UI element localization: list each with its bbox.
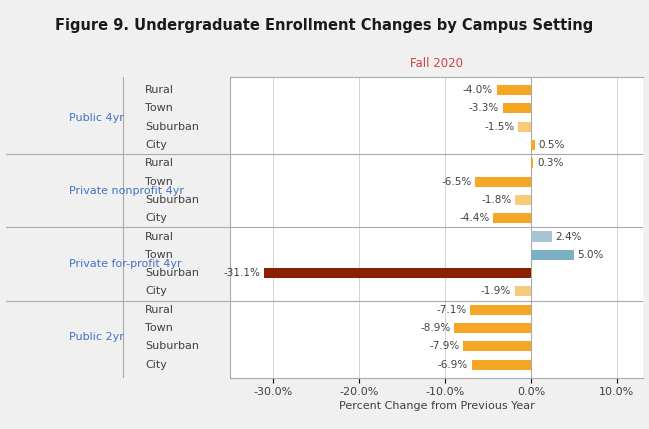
Text: City: City <box>145 360 167 370</box>
Bar <box>470 305 531 315</box>
Text: -7.1%: -7.1% <box>436 305 467 315</box>
Bar <box>502 103 531 113</box>
Text: -31.1%: -31.1% <box>223 268 260 278</box>
Text: Town: Town <box>145 323 173 333</box>
Text: 0.5%: 0.5% <box>539 140 565 150</box>
Text: City: City <box>145 140 167 150</box>
Text: Town: Town <box>145 177 173 187</box>
Text: Fall 2020: Fall 2020 <box>410 57 463 70</box>
Text: Town: Town <box>145 250 173 260</box>
Text: -4.0%: -4.0% <box>463 85 493 95</box>
Bar <box>531 140 535 150</box>
Text: -1.9%: -1.9% <box>481 287 511 296</box>
Text: Figure 9. Undergraduate Enrollment Changes by Campus Setting: Figure 9. Undergraduate Enrollment Chang… <box>55 18 594 33</box>
Bar <box>493 213 531 223</box>
Text: Rural: Rural <box>145 85 175 95</box>
Text: -6.9%: -6.9% <box>438 360 468 370</box>
Text: -8.9%: -8.9% <box>421 323 451 333</box>
Text: City: City <box>145 287 167 296</box>
Text: Suburban: Suburban <box>145 341 199 351</box>
Text: -3.3%: -3.3% <box>469 103 499 113</box>
Bar <box>496 85 531 95</box>
Text: -1.8%: -1.8% <box>482 195 512 205</box>
X-axis label: Percent Change from Previous Year: Percent Change from Previous Year <box>339 402 534 411</box>
Text: Private nonprofit 4yr: Private nonprofit 4yr <box>69 186 184 196</box>
Bar <box>463 341 531 351</box>
Text: -6.5%: -6.5% <box>441 177 472 187</box>
Text: Suburban: Suburban <box>145 122 199 132</box>
Text: -4.4%: -4.4% <box>459 213 490 223</box>
Bar <box>475 177 531 187</box>
Bar <box>515 195 531 205</box>
Text: 0.3%: 0.3% <box>537 158 563 168</box>
Text: Public 2yr: Public 2yr <box>69 332 124 342</box>
Text: -7.9%: -7.9% <box>430 341 459 351</box>
Text: Rural: Rural <box>145 232 175 242</box>
Bar <box>531 232 552 242</box>
Bar <box>531 250 574 260</box>
Text: Town: Town <box>145 103 173 113</box>
Text: 5.0%: 5.0% <box>577 250 604 260</box>
Bar <box>518 122 531 132</box>
Text: Rural: Rural <box>145 305 175 315</box>
Bar <box>454 323 531 333</box>
Text: Rural: Rural <box>145 158 175 168</box>
Text: -1.5%: -1.5% <box>484 122 515 132</box>
Text: Private for-profit 4yr: Private for-profit 4yr <box>69 259 182 269</box>
Text: Public 4yr: Public 4yr <box>69 112 124 123</box>
Text: 2.4%: 2.4% <box>555 232 582 242</box>
Bar <box>472 360 531 370</box>
Bar <box>264 268 531 278</box>
Bar <box>531 158 533 168</box>
Text: City: City <box>145 213 167 223</box>
Bar <box>515 287 531 296</box>
Text: Suburban: Suburban <box>145 195 199 205</box>
Text: Suburban: Suburban <box>145 268 199 278</box>
